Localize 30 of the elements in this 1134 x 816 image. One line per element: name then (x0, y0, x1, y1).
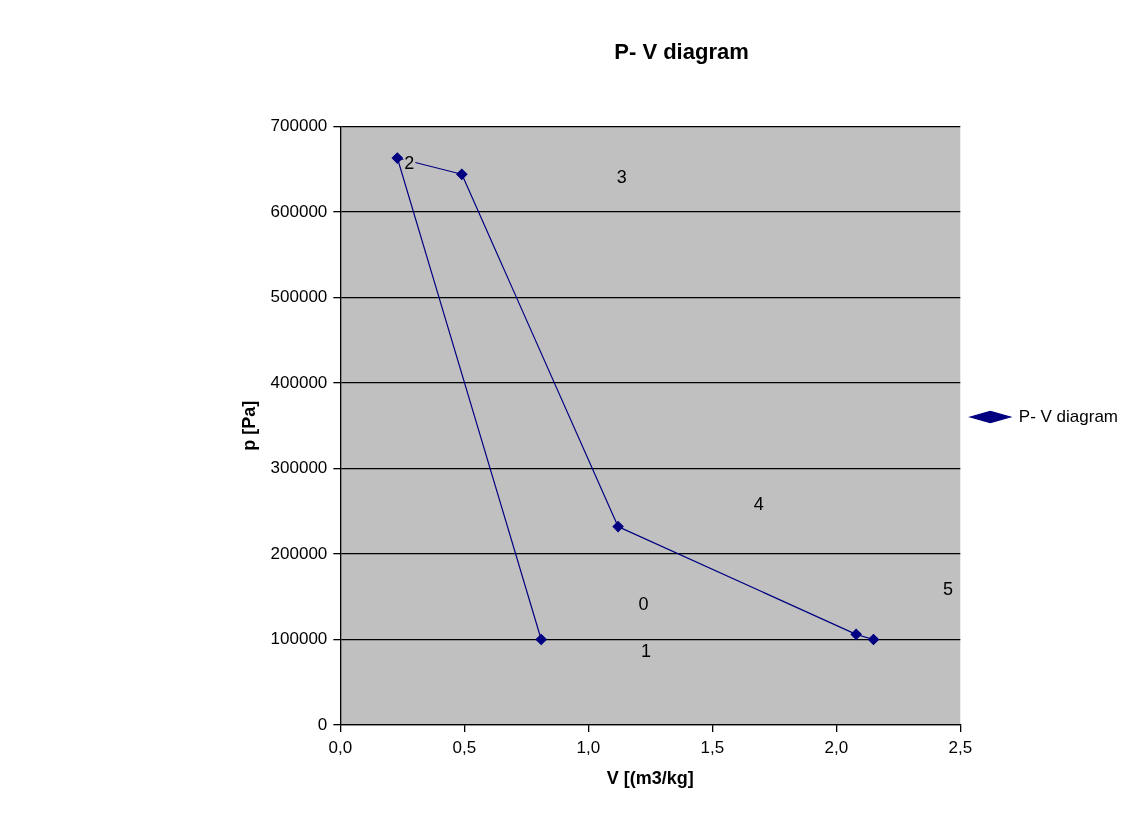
point (867, 633, 880, 646)
annotation: 4 (753, 494, 764, 515)
x-tick-label: 1,5 (700, 737, 725, 757)
y-tick-label: 200000 (270, 543, 328, 563)
annotation: 1 (640, 640, 651, 661)
x-tick-label: 0,5 (452, 737, 477, 757)
x-axis-title: V [(m3/kg] (606, 768, 694, 789)
y-tick-label: 300000 (270, 458, 328, 478)
point (850, 628, 862, 640)
x-tick-label: 2,0 (824, 737, 849, 757)
point (391, 152, 403, 164)
y-tick-label: 100000 (270, 629, 328, 649)
legend-label: P- V diagram (1018, 406, 1118, 426)
y-tick-label: 400000 (270, 372, 328, 392)
point (456, 168, 468, 180)
x-tick-label: 1,0 (576, 737, 601, 757)
y-tick-label: 600000 (270, 201, 328, 221)
y-tick-label: 0 (317, 714, 328, 734)
annotation: 2 (404, 153, 415, 174)
x-tick-label: 2,5 (948, 737, 973, 757)
annotation: 5 (942, 579, 953, 600)
annotation: 0 (638, 594, 649, 615)
chart-title: P- V diagram (614, 39, 749, 65)
x-tick-label: 0,0 (328, 737, 353, 757)
y-tick-label: 500000 (270, 287, 328, 307)
point (535, 633, 547, 646)
y-axis-title: p [Pa] (238, 400, 259, 451)
annotation: 3 (616, 167, 627, 188)
point (612, 521, 624, 533)
y-tick-label: 700000 (270, 116, 328, 136)
